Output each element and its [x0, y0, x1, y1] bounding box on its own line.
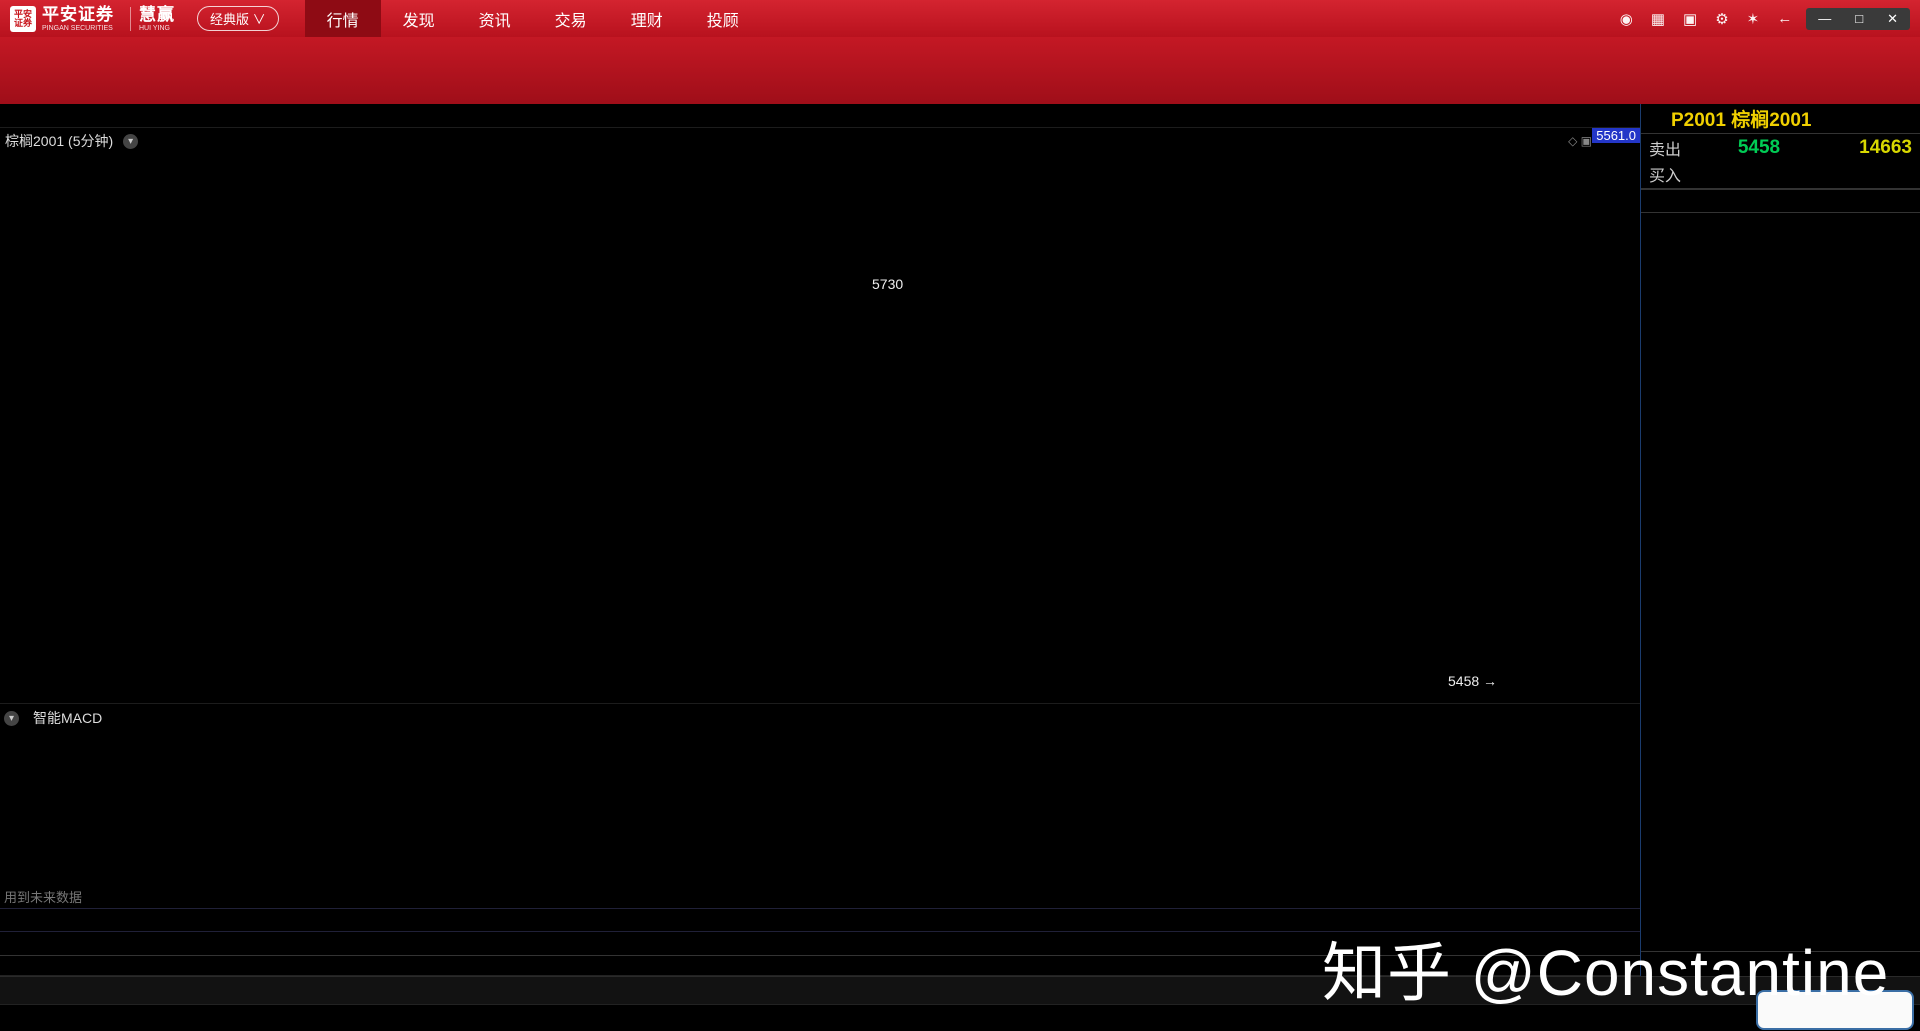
- product-name: 慧赢 HUI YING: [139, 6, 175, 32]
- nav-item-发现[interactable]: 发现: [402, 12, 435, 30]
- macd-indicator-name: 智能MACD: [33, 710, 103, 726]
- tick-table-header: [1641, 189, 1920, 213]
- user-icon[interactable]: ◉: [1619, 10, 1633, 28]
- main-nav: 行情 发现 资讯 交易 理财 投顾: [304, 0, 761, 37]
- brand-cn: 平安证券: [42, 4, 114, 24]
- macd-plot: [0, 732, 1640, 908]
- chevron-down-icon[interactable]: ▾: [123, 133, 139, 149]
- chart-title-row: 棕榈2001 (5分钟) ▾: [5, 131, 148, 151]
- apps-grid-icon[interactable]: ▦: [1650, 10, 1666, 28]
- minimize-button[interactable]: —: [1818, 10, 1832, 26]
- period-row: [0, 104, 1640, 128]
- contract-title: P2001 棕榈2001: [1641, 104, 1920, 134]
- close-button[interactable]: ✕: [1887, 10, 1898, 26]
- candlestick-chart[interactable]: 棕榈2001 (5分钟) ▾ 5561.0 5730 5458 → ◇ ▣: [0, 128, 1640, 703]
- window-controls: — □ ✕: [1806, 7, 1910, 30]
- brand-name: 平安证券 PINGAN SECURITIES: [42, 6, 114, 32]
- trade-shortcut-bar: [0, 976, 1920, 1004]
- ask-volume: 14663: [1859, 137, 1912, 158]
- panel-tabs: [1641, 951, 1920, 976]
- ask-row[interactable]: 卖出 5458 14663: [1641, 135, 1920, 161]
- nav-item-资讯[interactable]: 资讯: [478, 12, 511, 30]
- gift-icon[interactable]: ✶: [1746, 10, 1760, 28]
- nav-item-投顾[interactable]: 投顾: [706, 12, 739, 30]
- ime-toolbar[interactable]: [1756, 990, 1914, 1030]
- time-axis: [0, 908, 1640, 932]
- brand-divider: [130, 6, 131, 31]
- chart-instrument-title: 棕榈2001 (5分钟): [5, 133, 114, 149]
- ask-price: 5458: [1737, 137, 1781, 158]
- chart-corner-icons[interactable]: ◇ ▣: [1568, 134, 1592, 148]
- nav-item-交易[interactable]: 交易: [554, 12, 587, 30]
- calendar-icon[interactable]: ▣: [1683, 10, 1698, 28]
- chevron-down-icon[interactable]: ▾: [4, 710, 19, 726]
- bid-row[interactable]: 买入: [1641, 161, 1920, 187]
- market-status-bar: [0, 1004, 1920, 1031]
- extension-row: [0, 956, 1640, 976]
- nav-item-行情[interactable]: 行情: [304, 0, 381, 37]
- indicator-tabs: [0, 932, 1640, 956]
- brand-en: PINGAN SECURITIES: [42, 24, 113, 32]
- maximize-button[interactable]: □: [1855, 10, 1864, 26]
- price-tag: 5561.0: [1592, 128, 1640, 143]
- nav-item-理财[interactable]: 理财: [630, 12, 663, 30]
- future-data-note: 用到未来数据: [4, 890, 83, 905]
- titlebar-icons: ◉ ▦ ▣ ⚙ ✶ ←: [1620, 10, 1793, 28]
- settings-gear-icon[interactable]: ⚙: [1715, 10, 1729, 28]
- low-price-annotation: 5458 →: [1448, 673, 1498, 689]
- version-dropdown[interactable]: 经典版 ∨: [197, 6, 279, 31]
- macd-panel[interactable]: 用到未来数据: [0, 732, 1640, 908]
- bid-label: 买入: [1649, 168, 1682, 185]
- title-bar: 平安 证券 平安证券 PINGAN SECURITIES 慧赢 HUI YING …: [0, 0, 1920, 37]
- ask-label: 卖出: [1649, 142, 1682, 159]
- chart-column: 棕榈2001 (5分钟) ▾ 5561.0 5730 5458 → ◇ ▣ ▾ …: [0, 104, 1640, 976]
- watermark: 知乎 @Constantine: [1322, 937, 1890, 1009]
- product-en: HUI YING: [139, 24, 170, 32]
- peak-price-annotation: 5730: [872, 276, 904, 292]
- back-arrow-icon[interactable]: ←: [1777, 10, 1793, 27]
- feature-toolbar: [0, 37, 1920, 104]
- quote-panel: P2001 棕榈2001 卖出 5458 14663 买入: [1640, 104, 1920, 976]
- bid-ask-block: 卖出 5458 14663 买入: [1641, 134, 1920, 189]
- macd-header: ▾ 智能MACD: [0, 703, 1640, 732]
- candles-plot: [0, 128, 1640, 703]
- product-cn: 慧赢: [139, 4, 175, 24]
- pingan-logo-icon: 平安 证券: [10, 5, 36, 32]
